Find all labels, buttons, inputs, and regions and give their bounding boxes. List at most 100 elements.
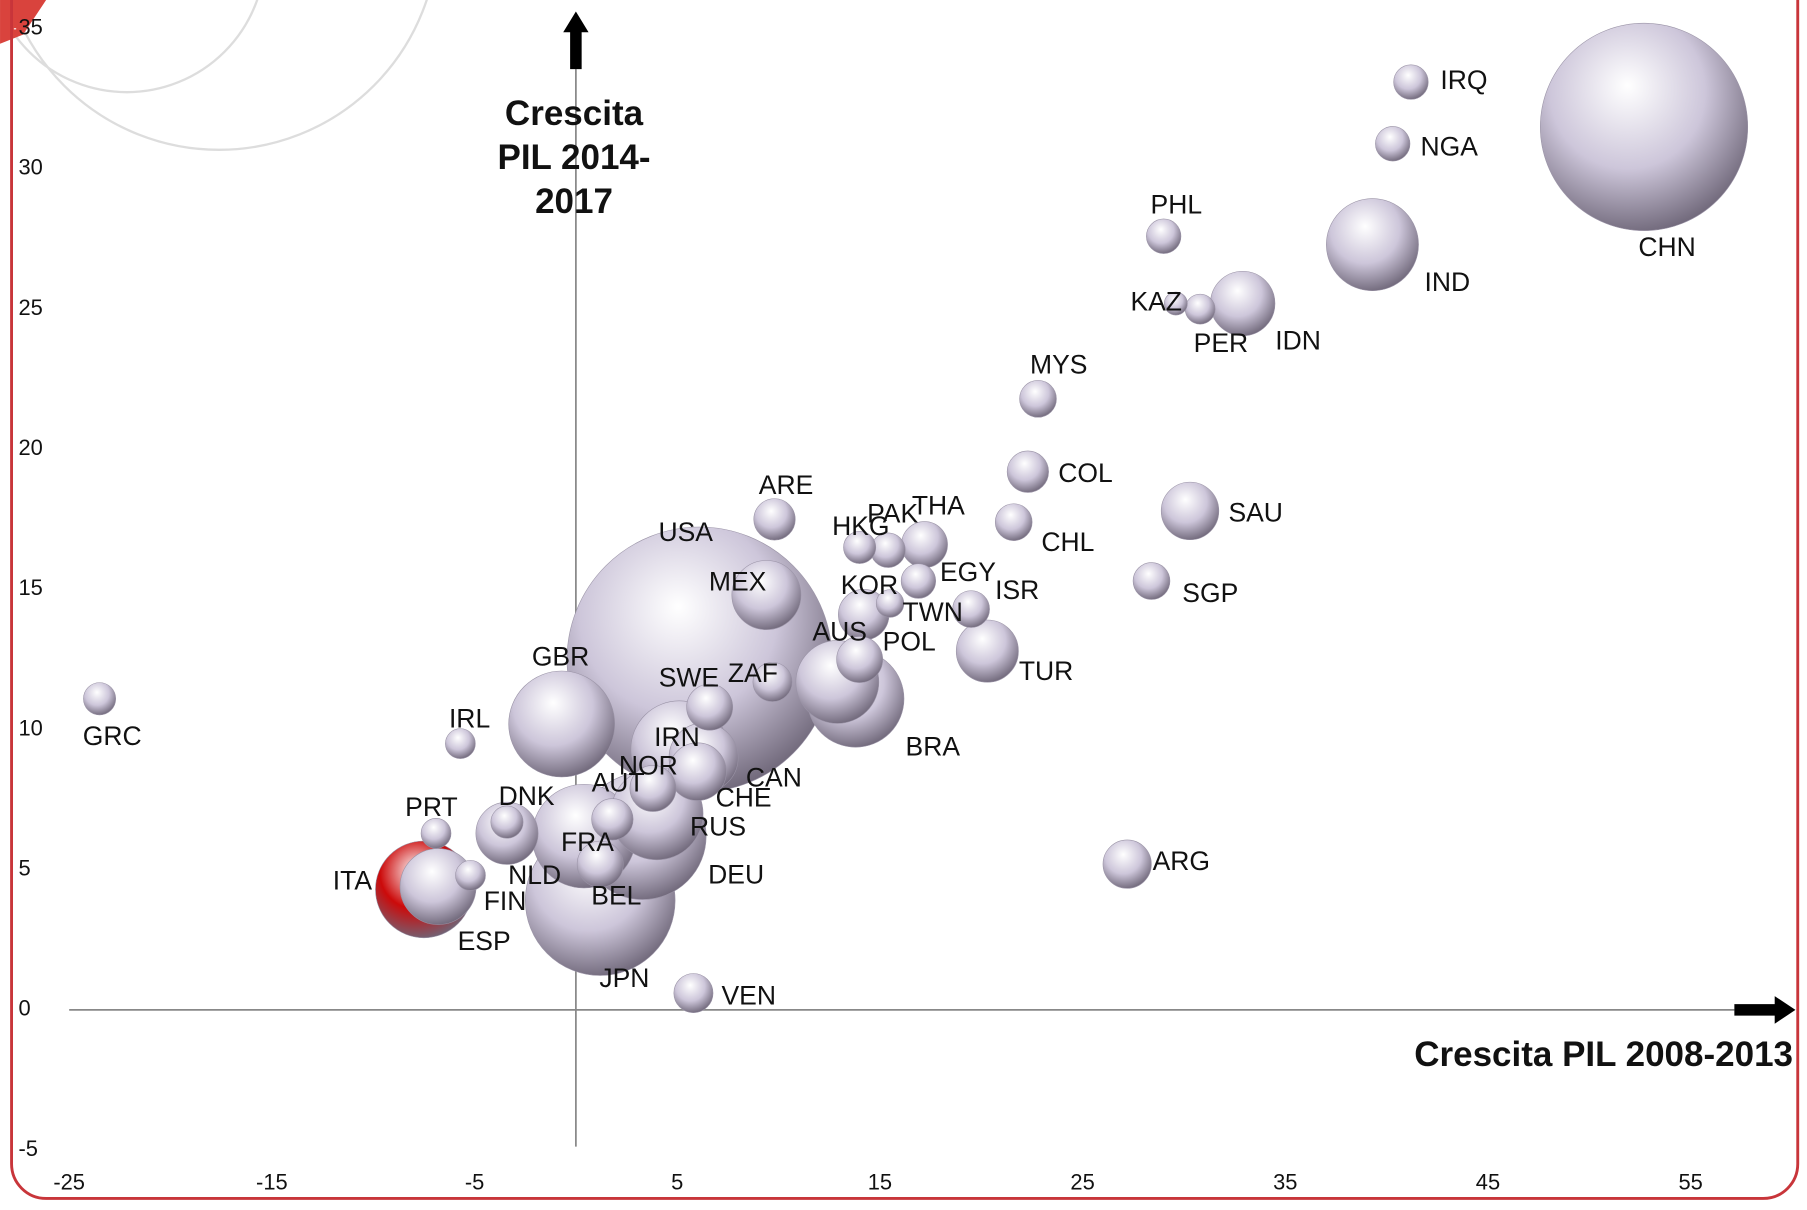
bubble [1184,293,1216,325]
bubble [629,765,677,812]
bubble [753,498,796,541]
decoration [0,0,259,94]
bubble [420,818,452,849]
bubble-label: MEX [709,567,767,597]
x-tick-label: 35 [1273,1169,1297,1194]
bubble-label: FRA [561,827,614,857]
bubble-label: PAK [867,499,918,529]
bubble [1540,22,1749,231]
bubble-label: IND [1425,267,1471,297]
bubble [508,670,615,778]
y-axis-title: Crescita PIL 2014-2017 [497,94,651,221]
bubble-label: USA [658,517,713,547]
bubble-label: CHN [1638,232,1695,262]
x-tick-label: 55 [1678,1169,1702,1194]
bubble-label: GRC [83,721,142,751]
x-tick-label: 25 [1070,1169,1094,1194]
bubble-label: ARE [759,470,814,500]
bubble-label: TUR [1019,656,1073,686]
x-tick-label: 15 [868,1169,892,1194]
y-tick-label: 35 [18,15,42,40]
bubble-label: RUS [690,812,746,842]
bubble-label: HKG [832,511,889,541]
bubble-label: POL [883,626,936,656]
bubble-label: ARG [1153,846,1210,876]
bubble [952,590,990,628]
bubble [1160,481,1220,541]
frame [10,0,1800,1200]
bubble-label: DEU [708,859,764,889]
bubble-label: MYS [1030,350,1087,380]
bubble [1393,64,1429,100]
y-tick-label: 0 [18,996,30,1021]
bubble-label: SWE [659,663,719,693]
bubble-label: ITA [333,865,373,895]
decoration [10,0,428,151]
bubble [1210,270,1276,337]
bubble [445,728,476,759]
bubble-label: AUT [592,768,645,798]
y-tick-label: 30 [18,155,42,180]
bubble-label: AUS [812,617,867,647]
x-tick-label: -5 [465,1169,484,1194]
y-tick-label: 5 [18,856,30,881]
bubble-label: IRQ [1440,65,1487,95]
bubble [83,682,117,716]
x-axis-title: Crescita PIL 2008-2013 [1414,1035,1793,1074]
bubble-label: VEN [722,981,777,1011]
y-tick-label: 20 [18,435,42,460]
bubble [994,503,1033,541]
bubble [836,636,883,683]
bubble-label: ZAF [728,658,778,688]
bubble [1019,380,1057,418]
bubble-label: FIN [484,886,527,916]
y-tick-label: 10 [18,715,42,740]
bubble-label: NOR [619,751,678,781]
bubble [900,563,936,599]
bubble-label: EGY [940,557,996,587]
bubble-label: CAN [746,763,802,793]
bubble [1132,562,1171,600]
x-tick-label: -15 [256,1169,288,1194]
bubble [752,662,793,702]
bubble [1164,291,1188,316]
bubble [673,973,714,1013]
y-tick-label: 15 [18,575,42,600]
bubble-label: KAZ [1130,287,1182,317]
bubble-label: DNK [499,781,555,811]
bubble-label: IDN [1275,326,1321,356]
x-axis-arrow [1734,996,1796,1024]
bubble [455,860,486,891]
bubble-label: GBR [532,641,589,671]
bubble [731,560,802,630]
bubble [490,805,524,839]
bubble-label: NGA [1420,131,1478,161]
bubble-label: PRT [405,792,458,822]
bubble [1326,198,1419,292]
bubble [1375,126,1411,162]
bubble-label: JPN [599,963,649,993]
bubble [955,619,1019,683]
bubble-label: SAU [1228,497,1283,527]
bubble-label: BRA [906,731,961,761]
x-tick-label: 5 [671,1169,683,1194]
bubble-label: TWN [903,597,963,627]
bubble-label: CHE [716,782,772,812]
bubble [591,798,634,841]
bubble-label: IRL [449,704,490,734]
bubble [1006,450,1049,493]
y-tick-label: -5 [18,1136,37,1161]
bubble-label: ESP [458,926,511,956]
x-tick-label: -25 [53,1169,85,1194]
bubble-label: THA [912,491,965,521]
bubble-label: COL [1058,458,1113,488]
x-tick-label: 45 [1476,1169,1500,1194]
bubble-label: PER [1194,328,1249,358]
y-tick-label: 25 [18,295,42,320]
bubble-label: SGP [1182,578,1238,608]
y-axis-arrow [563,11,589,70]
bubble [843,530,877,564]
bubble [1146,218,1182,254]
bubble [576,840,624,888]
